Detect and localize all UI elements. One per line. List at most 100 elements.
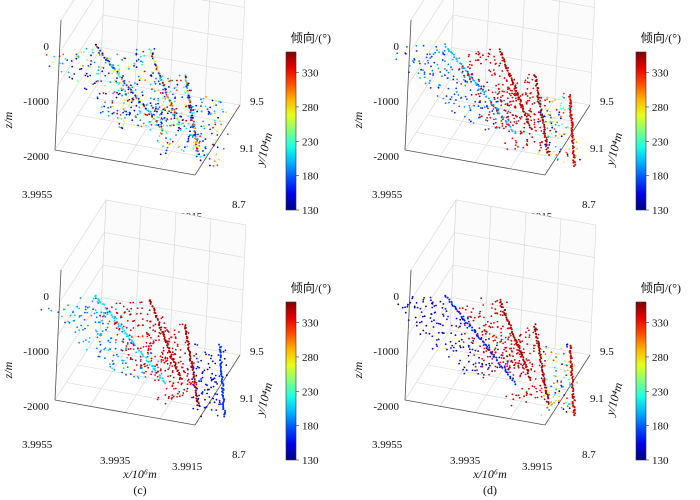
data-point bbox=[537, 87, 540, 90]
data-point bbox=[58, 55, 61, 58]
data-point bbox=[166, 362, 169, 365]
data-point bbox=[466, 81, 469, 83]
data-point bbox=[78, 307, 80, 310]
data-point bbox=[531, 365, 534, 368]
data-point bbox=[503, 109, 506, 112]
data-point bbox=[424, 63, 426, 65]
data-point bbox=[161, 118, 164, 121]
data-point bbox=[126, 320, 129, 322]
data-point bbox=[193, 127, 196, 130]
data-point bbox=[483, 316, 485, 319]
data-point bbox=[459, 318, 462, 321]
data-point bbox=[159, 374, 161, 377]
data-point bbox=[131, 358, 134, 361]
data-point bbox=[526, 359, 529, 362]
data-point bbox=[153, 98, 156, 100]
data-point bbox=[506, 371, 509, 374]
data-point bbox=[161, 356, 164, 359]
axes-frame bbox=[54, 269, 241, 426]
data-point bbox=[149, 97, 152, 100]
data-point bbox=[196, 153, 199, 156]
data-point bbox=[425, 332, 427, 334]
data-point bbox=[99, 49, 102, 52]
data-point bbox=[173, 117, 176, 119]
data-point bbox=[529, 393, 532, 396]
data-point bbox=[496, 97, 499, 99]
data-point bbox=[225, 374, 228, 377]
data-point bbox=[573, 399, 576, 402]
data-point bbox=[157, 89, 160, 91]
data-point bbox=[515, 90, 518, 92]
data-point bbox=[99, 301, 102, 304]
data-point bbox=[117, 74, 120, 77]
data-point bbox=[146, 313, 149, 316]
data-point bbox=[554, 392, 557, 394]
data-point bbox=[513, 339, 516, 342]
data-point bbox=[220, 403, 222, 405]
data-point bbox=[551, 126, 554, 129]
data-point bbox=[211, 372, 214, 375]
data-point bbox=[483, 341, 485, 344]
data-point bbox=[536, 96, 539, 99]
data-point bbox=[90, 314, 93, 317]
colorbar-title: 倾向/(°) bbox=[291, 280, 331, 295]
data-point bbox=[101, 330, 104, 333]
data-point bbox=[466, 326, 469, 329]
data-point bbox=[563, 376, 565, 379]
data-point bbox=[493, 334, 495, 337]
data-point bbox=[155, 120, 158, 123]
data-point bbox=[445, 95, 448, 97]
data-point bbox=[439, 300, 442, 303]
data-point bbox=[504, 110, 507, 112]
data-point bbox=[216, 393, 219, 396]
data-point bbox=[161, 129, 164, 132]
data-point bbox=[557, 137, 559, 139]
data-point bbox=[450, 96, 453, 98]
data-point bbox=[441, 59, 444, 61]
data-point bbox=[130, 88, 132, 91]
data-point bbox=[191, 378, 194, 381]
data-point bbox=[560, 384, 563, 387]
data-point bbox=[160, 123, 163, 126]
data-point bbox=[208, 123, 210, 126]
data-point bbox=[483, 374, 485, 376]
data-point bbox=[518, 359, 521, 362]
data-point bbox=[196, 138, 199, 141]
data-point bbox=[574, 163, 577, 166]
data-point bbox=[127, 88, 130, 91]
data-point bbox=[164, 394, 167, 396]
data-point bbox=[96, 300, 99, 303]
data-point bbox=[528, 336, 531, 339]
data-point bbox=[215, 153, 218, 156]
data-point bbox=[172, 395, 175, 398]
data-point bbox=[160, 127, 163, 130]
data-point bbox=[137, 124, 140, 127]
data-point bbox=[477, 51, 480, 53]
data-point bbox=[474, 369, 476, 372]
data-point bbox=[407, 319, 410, 321]
data-point bbox=[183, 388, 186, 391]
z-tick-label: 0 bbox=[394, 41, 400, 53]
data-point bbox=[200, 380, 203, 382]
data-point bbox=[480, 85, 483, 88]
data-point bbox=[195, 397, 198, 400]
data-point bbox=[162, 145, 164, 148]
data-point bbox=[527, 122, 530, 125]
data-point bbox=[119, 114, 122, 116]
data-point bbox=[551, 402, 554, 405]
cluster-fault-1 bbox=[45, 43, 174, 134]
data-point bbox=[164, 130, 167, 133]
data-point bbox=[187, 343, 190, 346]
data-point bbox=[171, 370, 174, 372]
data-point bbox=[91, 48, 94, 51]
data-point bbox=[164, 118, 167, 121]
data-point bbox=[80, 67, 83, 70]
data-point bbox=[535, 339, 538, 342]
data-point bbox=[160, 125, 163, 128]
data-point bbox=[199, 155, 202, 158]
data-point bbox=[469, 351, 472, 354]
data-point bbox=[184, 76, 187, 79]
data-point bbox=[503, 357, 505, 359]
data-point bbox=[146, 355, 149, 358]
data-point bbox=[483, 324, 485, 327]
